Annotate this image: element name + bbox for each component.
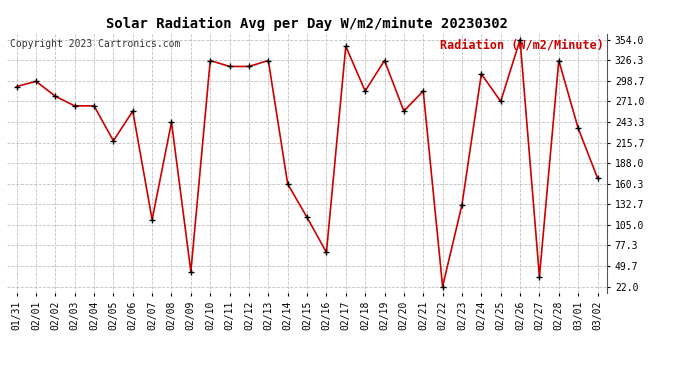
Text: Radiation (W/m2/Minute): Radiation (W/m2/Minute) [440, 39, 604, 52]
Text: Copyright 2023 Cartronics.com: Copyright 2023 Cartronics.com [10, 39, 180, 49]
Title: Solar Radiation Avg per Day W/m2/minute 20230302: Solar Radiation Avg per Day W/m2/minute … [106, 17, 508, 31]
